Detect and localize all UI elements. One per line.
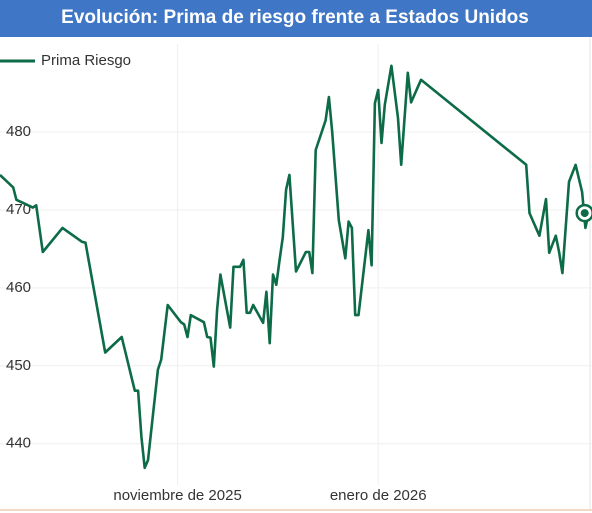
y-tick-label: 440 xyxy=(6,435,31,452)
y-tick-label: 450 xyxy=(6,357,31,374)
x-tick-label: noviembre de 2025 xyxy=(113,487,241,504)
data-line xyxy=(0,64,590,470)
title-bar xyxy=(0,0,592,37)
y-tick-label: 470 xyxy=(6,201,31,218)
end-marker-dot xyxy=(580,209,589,218)
y-tick-label: 460 xyxy=(6,279,31,296)
y-tick-label: 480 xyxy=(6,123,31,140)
legend-label: Prima Riesgo xyxy=(41,52,131,69)
chart-title: Evolución: Prima de riesgo frente a Esta… xyxy=(61,7,529,28)
x-tick-label: enero de 2026 xyxy=(330,487,427,504)
